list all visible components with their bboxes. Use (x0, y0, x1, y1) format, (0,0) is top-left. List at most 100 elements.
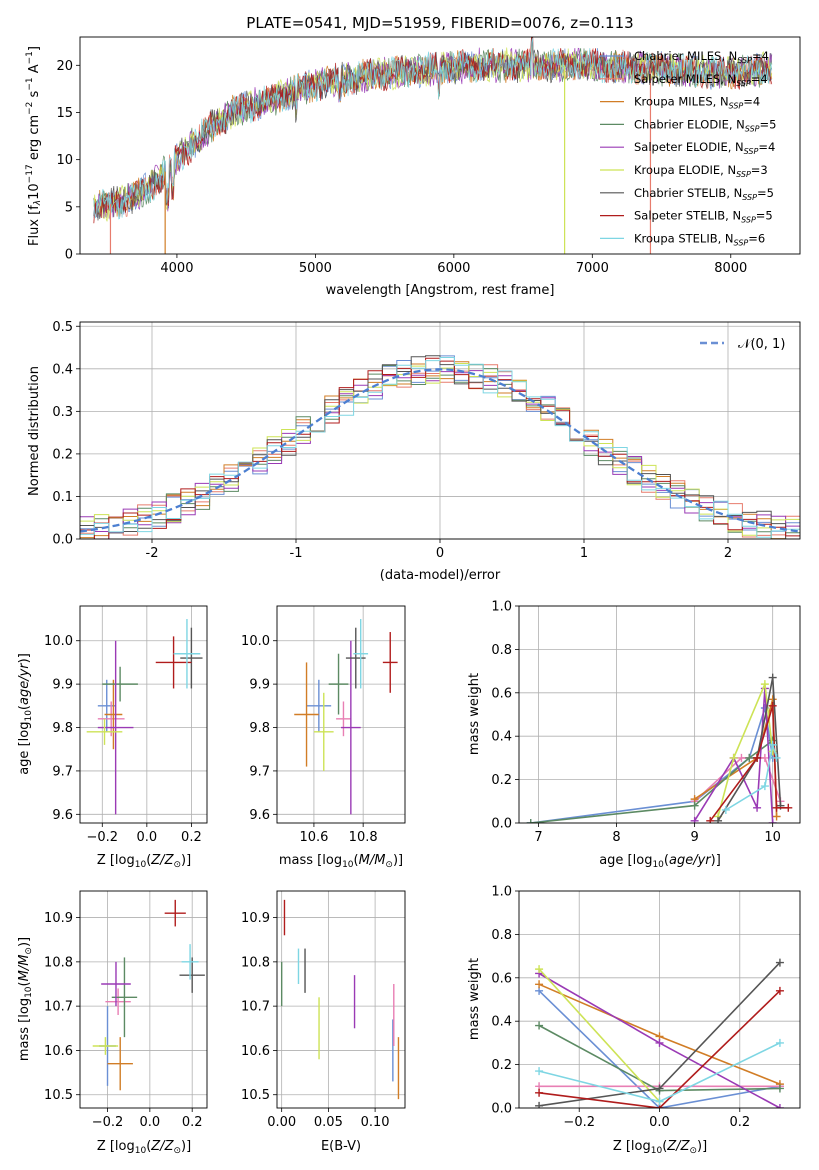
weight-marker (775, 958, 784, 967)
weight-marker (706, 816, 715, 823)
y-tick-label: 10.9 (241, 911, 270, 926)
age-vs-metallicity-panel: −0.2 0.0 0.2 9.6 9.7 9.8 9.9 10.0 (44, 605, 208, 845)
y-tick-label: 0.1 (52, 490, 73, 505)
weight-marker (775, 1084, 784, 1093)
weight-marker (768, 673, 777, 682)
age-metallicity-ylabel: age [log10(age/yr)] (17, 653, 34, 775)
legend-label: Salpeter ELODIE, NSSP=4 (634, 140, 775, 156)
weight-line (717, 677, 782, 822)
weight-marker (690, 816, 699, 823)
weight-marker (768, 701, 777, 710)
weight-marker (690, 801, 699, 810)
x-tick-label: 0.2 (729, 1115, 750, 1130)
axes-frame (79, 605, 208, 824)
weight-marker (535, 1088, 544, 1097)
weight-line (538, 990, 781, 1108)
histogram-xlabel: (data-model)/error (380, 568, 501, 583)
weight-metallicity-xlabel: Z [log10(Z/Z⊙)] (613, 1139, 707, 1156)
y-tick-label: 1.0 (491, 885, 512, 900)
weight-marker (745, 753, 754, 762)
mass-vs-extinction-panel: 0.00 0.05 0.10 10.5 10.6 10.7 10.8 10.9 (241, 890, 406, 1130)
y-tick-label: 10.0 (44, 634, 73, 649)
spectrum-xlabel: wavelength [Angstrom, rest frame] (326, 283, 555, 298)
x-tick-label: −0.2 (86, 830, 118, 845)
weight-marker (760, 680, 769, 689)
weight-age-xlabel: age [log10(age/yr)] (599, 853, 721, 870)
y-tick-label: 10.5 (44, 1088, 73, 1103)
weight-marker (772, 812, 781, 821)
weight-marker (775, 1104, 784, 1108)
x-tick-label: 0.2 (182, 1115, 203, 1130)
spectrum-line (93, 37, 773, 224)
y-tick-label: 0.4 (491, 730, 512, 745)
error-bars (280, 899, 400, 1100)
mass-weight-vs-age-panel: 7 8 9 10 0.0 0.2 0.4 0.6 0.8 1.0 (491, 600, 801, 845)
x-tick-label: 6000 (437, 261, 470, 276)
x-tick-label: 10.6 (299, 830, 328, 845)
weight-line (538, 990, 781, 1108)
legend-label: Chabrier ELODIE, NSSP=5 (634, 117, 776, 133)
y-tick-label: 10.5 (241, 1088, 270, 1103)
y-tick-label: 0.3 (52, 405, 73, 420)
x-tick-label: -1 (290, 546, 303, 561)
y-tick-label: 9.9 (52, 678, 73, 693)
x-tick-label: 7 (534, 830, 542, 845)
y-tick-label: 0.6 (491, 686, 512, 701)
x-tick-label: 0.05 (314, 1115, 343, 1130)
y-tick-label: 10.7 (44, 1000, 73, 1015)
weight-marker (535, 965, 544, 974)
grid (80, 891, 207, 1108)
x-tick-label: 0.0 (136, 830, 157, 845)
y-tick-label: 0.4 (52, 362, 73, 377)
y-tick-label: 9.7 (52, 764, 73, 779)
weight-line (538, 968, 661, 1103)
histogram-step (80, 363, 800, 536)
x-tick-label: -2 (146, 546, 159, 561)
residual-histogram-panel: -2 -1 0 1 2 0.0 0.1 0.2 0.3 0.4 0.5 (52, 320, 801, 561)
y-tick-label: 9.8 (249, 721, 270, 736)
y-tick-label: 10.0 (241, 634, 270, 649)
age-vs-mass-panel: 10.6 10.8 9.6 9.7 9.8 9.9 10.0 (241, 605, 406, 845)
y-tick-label: 9.6 (249, 808, 270, 823)
axes-frame (276, 605, 406, 824)
spectrum-legend: Chabrier MILES, NSSP=4 Salpeter MILES, NS… (600, 49, 776, 247)
gaussian-curve (80, 368, 800, 533)
error-bars (86, 619, 203, 815)
weight-marker (772, 803, 781, 812)
weight-marker (775, 1038, 784, 1047)
gaussian-legend-label: 𝒩(0, 1) (738, 337, 785, 352)
figure-title: PLATE=0541, MJD=51959, FIBERID=0076, z=0… (246, 14, 633, 32)
y-tick-label: 10 (56, 153, 73, 168)
legend-label: Salpeter MILES, NSSP=4 (634, 72, 768, 88)
x-tick-label: 7000 (576, 261, 609, 276)
histogram-steps (80, 355, 800, 539)
axes-frame (79, 321, 801, 540)
y-tick-label: 10.7 (241, 1000, 270, 1015)
y-tick-label: 9.7 (249, 764, 270, 779)
x-tick-label: 0.00 (267, 1115, 296, 1130)
weight-marker (768, 819, 777, 823)
weight-marker (753, 753, 762, 762)
weight-lines (526, 673, 793, 823)
axes-frame (518, 605, 801, 824)
x-tick-label: −0.2 (563, 1115, 595, 1130)
age-mass-xlabel: mass [log10(M/M⊙)] (279, 853, 403, 870)
legend-label: Kroupa ELODIE, NSSP=3 (634, 163, 768, 179)
weight-marker (721, 805, 730, 814)
weight-age-ylabel: mass weight (467, 673, 482, 755)
spectrum-ylabel: Flux [fλ10−17 erg cm−2 s−1 A−1] (25, 46, 43, 246)
weight-marker (655, 1084, 664, 1093)
legend-label: Chabrier MILES, NSSP=4 (634, 49, 769, 65)
x-tick-label: 4000 (160, 261, 193, 276)
axes-frame (79, 36, 801, 255)
legend-label: Kroupa MILES, NSSP=4 (634, 95, 760, 111)
mass-metallicity-xlabel: Z [log10(Z/Z⊙)] (97, 1139, 191, 1156)
x-tick-label: 0.0 (649, 1115, 670, 1130)
y-tick-label: 0.0 (52, 533, 73, 548)
x-tick-label: 0 (436, 546, 444, 561)
x-tick-label: 10.8 (349, 830, 378, 845)
x-tick-label: 0.10 (361, 1115, 390, 1130)
x-tick-label: 1 (580, 546, 588, 561)
y-tick-label: 10.9 (44, 911, 73, 926)
weight-marker (729, 753, 738, 762)
